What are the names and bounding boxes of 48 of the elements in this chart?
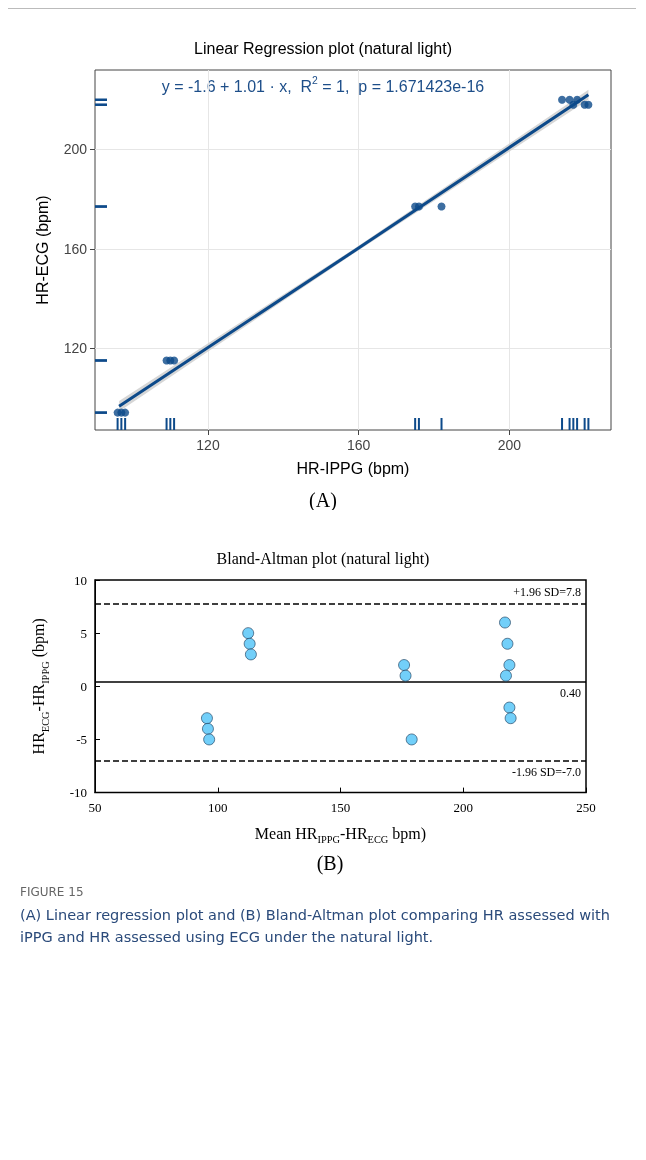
point: [584, 100, 593, 109]
y-tick-label: -10: [69, 785, 87, 801]
x-tick-label: 200: [497, 437, 522, 453]
ref-line-label: +1.96 SD=7.8: [513, 585, 581, 600]
chart-title: Linear Regression plot (natural light): [194, 39, 452, 57]
point: [202, 722, 214, 735]
point: [121, 408, 130, 417]
text: (A) Linear regression plot and (B) Bland-Altman plot comparing HR assessed with iPPG and HR assessed using ECG under the natural light.: [20, 906, 611, 947]
point: [245, 648, 257, 661]
y-tick-label: 10: [74, 572, 87, 588]
point: [569, 100, 578, 109]
point: [170, 356, 179, 365]
y-tick-label: 160: [63, 240, 88, 257]
chart-title: Bland-Altman plot (natural light): [216, 549, 430, 568]
x-tick-label: 50: [88, 799, 102, 815]
point: [398, 659, 410, 671]
point: [504, 712, 517, 725]
x-tick-label: 100: [208, 799, 228, 815]
x-tick-label: 150: [330, 799, 351, 815]
x-tick-label: 250: [576, 799, 596, 815]
y-tick-label: 120: [63, 340, 88, 357]
point: [499, 616, 511, 629]
point: [203, 733, 216, 746]
point: [500, 669, 512, 682]
y-tick-label: 0: [80, 678, 87, 694]
x-tick-label: 120: [196, 437, 220, 453]
ref-line-label: -1.96 SD=-7.0: [511, 764, 581, 779]
x-axis-title: HR-IPPG (bpm): [296, 459, 410, 477]
point: [503, 701, 516, 714]
point: [399, 669, 412, 682]
ref-line-label: 0.40: [560, 686, 581, 701]
point: [243, 637, 256, 650]
y-axis-title: HRECG-HRIPPG (bpm): [30, 618, 51, 755]
point: [405, 733, 418, 746]
point: [501, 637, 514, 650]
y-axis-title: HR-ECG (bpm): [33, 195, 51, 305]
x-tick-label: 160: [346, 437, 371, 453]
caption: FIGURE 15: [20, 885, 84, 899]
point: [437, 202, 446, 211]
x-tick-label: 200: [453, 799, 473, 815]
y-tick-label: 200: [63, 141, 88, 158]
y-tick-label: -5: [76, 731, 87, 747]
point: [558, 95, 567, 104]
point: [503, 659, 516, 671]
point: [242, 627, 255, 640]
point: [201, 712, 213, 725]
text: (B): [315, 852, 345, 875]
y-tick-label: 5: [80, 625, 87, 641]
